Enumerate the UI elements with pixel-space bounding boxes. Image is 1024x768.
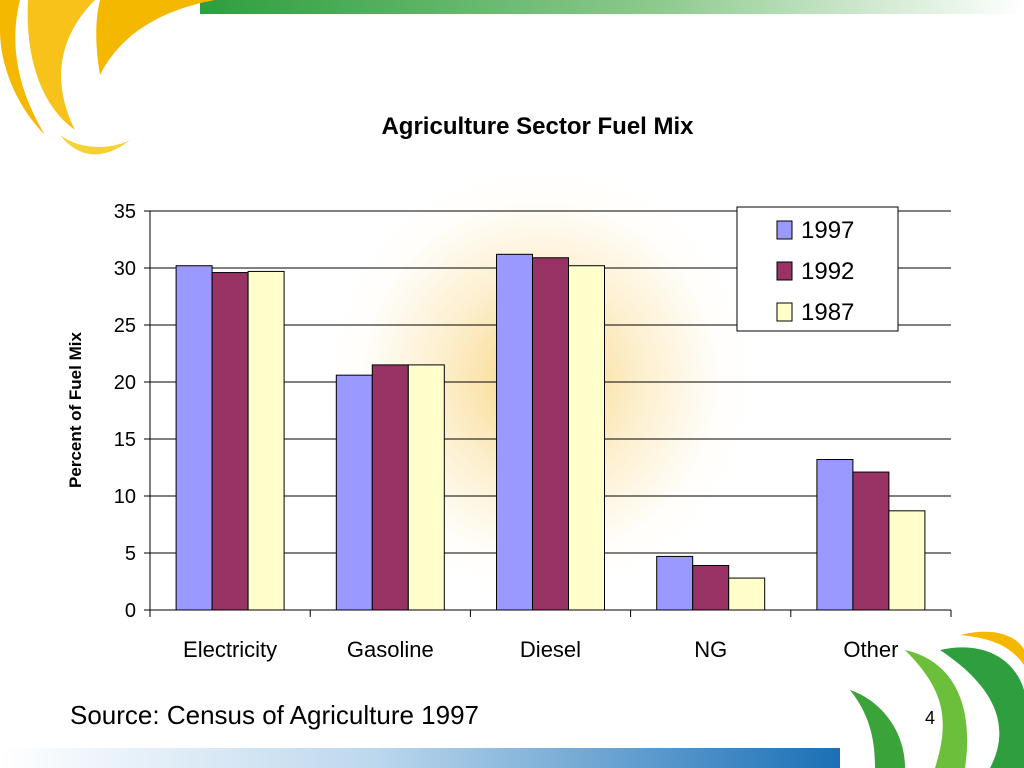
y-tick-label: 20 bbox=[114, 372, 136, 394]
bottom-right-swoosh-logo bbox=[850, 631, 1024, 768]
bottom-band bbox=[0, 748, 840, 768]
source-text: Source: Census of Agriculture 1997 bbox=[70, 700, 480, 730]
x-category-label: Diesel bbox=[520, 637, 581, 662]
y-tick-label: 30 bbox=[114, 258, 136, 280]
bar-1987-ng bbox=[728, 577, 766, 611]
bar-1997-diesel bbox=[496, 253, 533, 611]
bar-1992-other bbox=[852, 471, 890, 611]
bar-1992-gasoline bbox=[371, 364, 409, 611]
legend-swatch-1992 bbox=[776, 261, 793, 281]
y-tick-label: 10 bbox=[114, 486, 136, 508]
x-category-label: Electricity bbox=[183, 637, 277, 662]
y-tick-label: 25 bbox=[114, 315, 136, 337]
bar-1992-ng bbox=[692, 565, 730, 611]
y-tick-label: 35 bbox=[114, 201, 136, 223]
legend-label-1997: 1997 bbox=[801, 217, 854, 244]
legend-swatch-1997 bbox=[776, 220, 793, 240]
legend-box bbox=[736, 206, 899, 332]
top-left-swoosh-logo bbox=[0, 0, 215, 155]
x-category-label: NG bbox=[694, 637, 727, 662]
legend-swatch-1987 bbox=[776, 302, 793, 322]
bar-1987-gasoline bbox=[407, 364, 445, 611]
bar-1997-electricity bbox=[175, 265, 213, 611]
bar-1992-diesel bbox=[532, 257, 569, 611]
bar-1987-electricity bbox=[247, 270, 285, 611]
bar-1997-other bbox=[816, 459, 854, 611]
bar-1997-ng bbox=[656, 555, 694, 611]
x-category-label: Other bbox=[843, 637, 898, 662]
bar-1987-other bbox=[888, 510, 926, 611]
top-band bbox=[200, 0, 1024, 14]
y-tick-label: 0 bbox=[125, 600, 136, 622]
bar-1987-diesel bbox=[568, 265, 605, 611]
y-tick-label: 15 bbox=[114, 429, 136, 451]
bar-1997-gasoline bbox=[335, 374, 373, 611]
legend-label-1992: 1992 bbox=[801, 258, 854, 285]
x-category-label: Gasoline bbox=[347, 637, 434, 662]
page-number: 4 bbox=[925, 708, 936, 728]
bar-1992-electricity bbox=[211, 272, 249, 611]
legend-label-1987: 1987 bbox=[801, 299, 854, 326]
y-tick-label: 5 bbox=[125, 543, 136, 565]
chart-title: Agriculture Sector Fuel Mix bbox=[381, 113, 694, 140]
